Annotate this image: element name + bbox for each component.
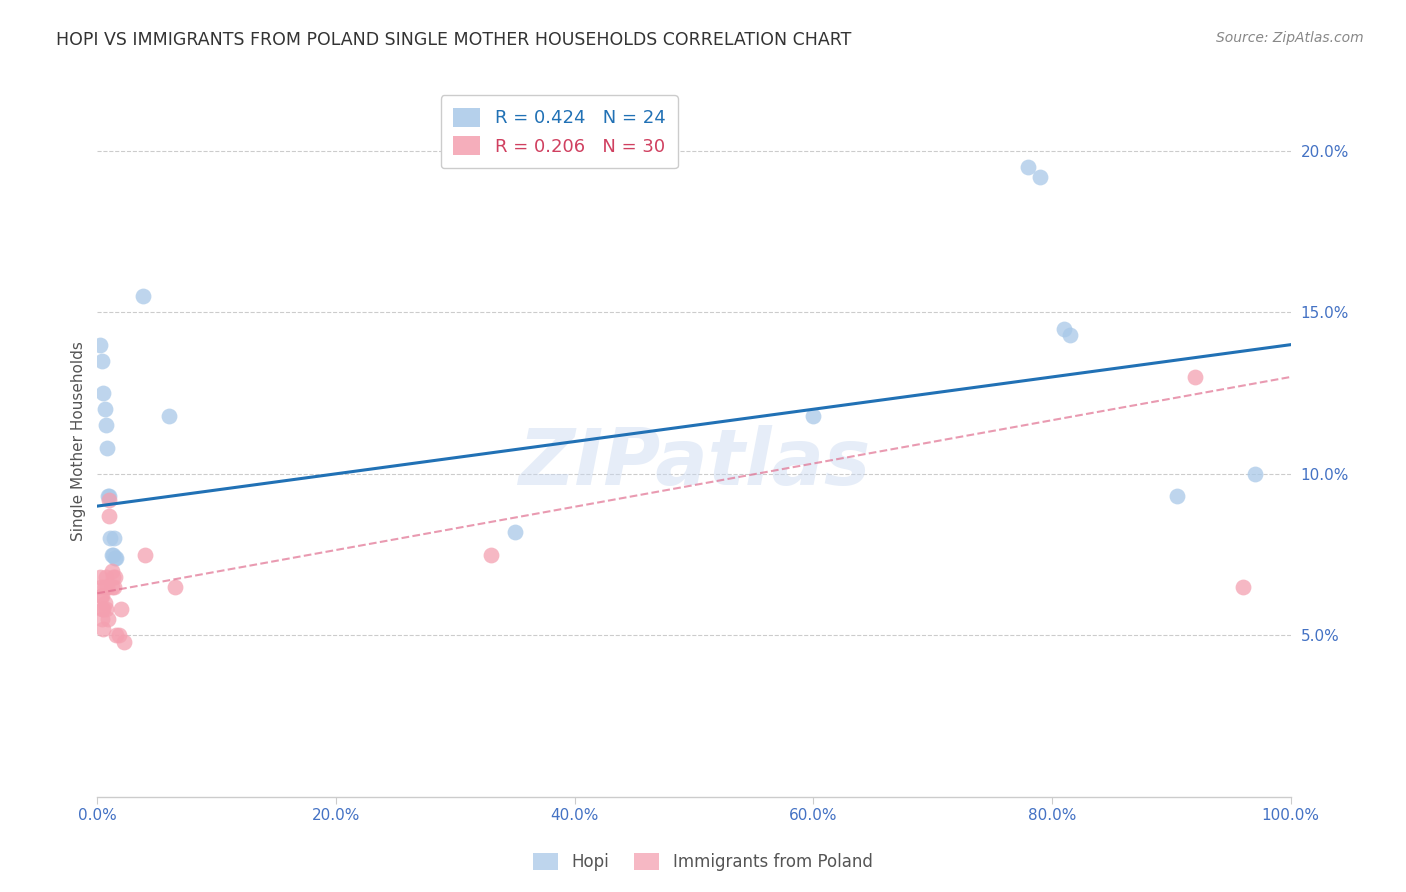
Point — [98, 492, 121, 507]
Point — [803, 409, 825, 423]
Point — [100, 548, 122, 562]
Point — [163, 580, 186, 594]
Text: ZIPatlas: ZIPatlas — [517, 425, 870, 500]
Point — [96, 441, 118, 455]
Point — [93, 596, 115, 610]
Point — [112, 634, 135, 648]
Point — [91, 602, 114, 616]
Point — [1059, 328, 1081, 343]
Point — [89, 337, 111, 351]
Point — [103, 532, 125, 546]
Point — [1017, 160, 1039, 174]
Point — [98, 508, 121, 523]
Point — [90, 580, 112, 594]
Point — [1053, 321, 1076, 335]
Point — [110, 602, 132, 616]
Point — [93, 580, 115, 594]
Point — [105, 628, 128, 642]
Point — [94, 418, 117, 433]
Point — [100, 580, 122, 594]
Point — [1029, 169, 1052, 184]
Point — [91, 386, 114, 401]
Point — [97, 490, 120, 504]
Point — [91, 612, 114, 626]
Point — [108, 628, 131, 642]
Point — [90, 590, 112, 604]
Point — [101, 570, 124, 584]
Point — [1166, 490, 1188, 504]
Legend: Hopi, Immigrants from Poland: Hopi, Immigrants from Poland — [524, 845, 882, 880]
Point — [1232, 580, 1254, 594]
Text: Source: ZipAtlas.com: Source: ZipAtlas.com — [1216, 31, 1364, 45]
Point — [91, 622, 114, 636]
Text: HOPI VS IMMIGRANTS FROM POLAND SINGLE MOTHER HOUSEHOLDS CORRELATION CHART: HOPI VS IMMIGRANTS FROM POLAND SINGLE MO… — [56, 31, 852, 49]
Point — [93, 402, 115, 417]
Point — [479, 548, 502, 562]
Legend: R = 0.424   N = 24, R = 0.206   N = 30: R = 0.424 N = 24, R = 0.206 N = 30 — [440, 95, 678, 169]
Point — [1184, 370, 1206, 384]
Point — [105, 550, 128, 565]
Point — [91, 590, 114, 604]
Point — [103, 580, 125, 594]
Point — [96, 580, 118, 594]
Point — [94, 602, 117, 616]
Point — [91, 602, 114, 616]
Point — [97, 612, 120, 626]
Y-axis label: Single Mother Households: Single Mother Households — [72, 342, 86, 541]
Point — [134, 548, 156, 562]
Point — [98, 490, 121, 504]
Point — [104, 550, 127, 565]
Point — [91, 353, 114, 368]
Point — [101, 548, 124, 562]
Point — [100, 564, 122, 578]
Point — [104, 570, 127, 584]
Point — [94, 570, 117, 584]
Point — [157, 409, 180, 423]
Point — [89, 570, 111, 584]
Point — [503, 524, 526, 539]
Point — [131, 289, 153, 303]
Point — [1244, 467, 1267, 481]
Point — [100, 532, 122, 546]
